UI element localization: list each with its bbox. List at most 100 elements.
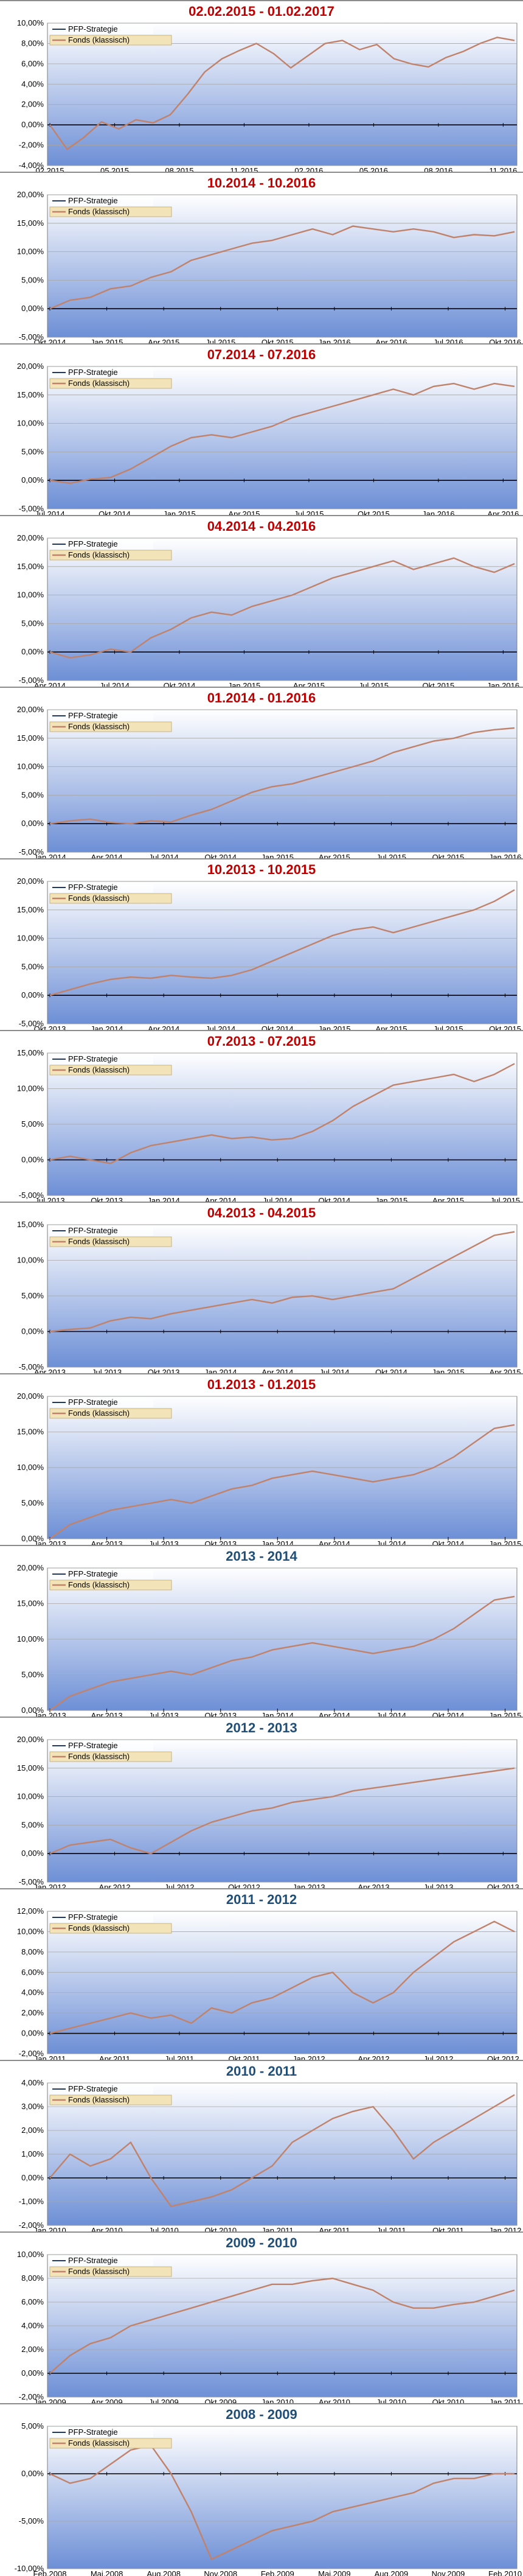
series-line-fund <box>49 2277 515 2374</box>
y-tick-label: 15,00% <box>17 562 44 571</box>
y-tick-label: 0,00% <box>21 304 44 313</box>
chart-title: 2009 - 2010 <box>226 2235 297 2250</box>
y-tick-label: -2,00% <box>19 141 44 150</box>
legend-label-fund: Fonds (klassisch) <box>68 1409 130 1418</box>
legend-label-fund: Fonds (klassisch) <box>68 722 130 731</box>
y-tick-label: 0,00% <box>21 819 44 828</box>
y-tick-label: 4,00% <box>21 1988 44 1997</box>
legend: PFP-Strategie Fonds (klassisch) <box>49 711 172 732</box>
legend-label-strategy: PFP-Strategie <box>68 2427 118 2437</box>
chart-panel: 2013 - 2014 20,00% 15,00% 10,00% 5,00% 0,00% J… <box>0 1545 523 1720</box>
line-chart: 07.2014 - 07.2016 20,00% 15,00% 10,00% 5,00%… <box>17 347 519 519</box>
chart-panel: 07.2014 - 07.2016 20,00% 15,00% 10,00% 5,00%… <box>0 343 523 519</box>
chart-panel: 02.02.2015 - 01.02.2017 10,00% 8,00% 6,00% 4… <box>0 0 523 175</box>
y-tick-label: 10,00% <box>17 762 44 771</box>
legend-label-fund: Fonds (klassisch) <box>68 1065 130 1074</box>
y-tick-label: 6,00% <box>21 1967 44 1976</box>
y-tick-label: 5,00% <box>21 1670 44 1679</box>
y-tick-label: -5,00% <box>19 2516 44 2525</box>
chart-title: 10.2014 - 10.2016 <box>207 175 316 191</box>
y-tick-label: 0,00% <box>21 990 44 999</box>
chart-panel: 2010 - 2011 4,00% 3,00% 2,00% 1,00% 0,00% -1,0… <box>0 2060 523 2235</box>
y-tick-label: 4,00% <box>21 79 44 88</box>
chart-panel: 01.2013 - 01.2015 20,00% 15,00% 10,00% 5,00%… <box>0 1373 523 1549</box>
legend-label-fund: Fonds (klassisch) <box>68 1923 130 1933</box>
y-tick-label: 20,00% <box>17 705 44 714</box>
y-tick-label: 20,00% <box>17 533 44 542</box>
y-tick-label: 15,00% <box>17 733 44 743</box>
y-tick-label: 10,00% <box>17 2250 44 2259</box>
y-tick-label: 0,00% <box>21 1155 44 1164</box>
legend-label-fund: Fonds (klassisch) <box>68 2267 130 2276</box>
y-tick-label: 10,00% <box>17 1792 44 1801</box>
line-chart: 2011 - 2012 12,00% 10,00% 8,00% 6,00% 4,00% 2,… <box>17 1892 519 2063</box>
legend-label-fund: Fonds (klassisch) <box>68 379 130 388</box>
y-tick-label: 10,00% <box>17 1927 44 1936</box>
y-tick-label: 0,00% <box>21 1706 44 1715</box>
y-tick-label: 15,00% <box>17 219 44 228</box>
y-tick-label: -5,00% <box>19 1019 44 1028</box>
y-tick-label: 20,00% <box>17 877 44 886</box>
y-tick-label: 10,00% <box>17 18 44 27</box>
y-tick-label: 20,00% <box>17 362 44 371</box>
chart-panel: 2009 - 2010 10,00% 8,00% 6,00% 4,00% 2,00% 0,0… <box>0 2231 523 2407</box>
y-tick-label: 0,00% <box>21 1849 44 1858</box>
chart-title: 02.02.2015 - 01.02.2017 <box>189 4 334 19</box>
x-tick-label: Mai.2009 <box>318 2569 350 2576</box>
line-chart: 10.2013 - 10.2015 20,00% 15,00% 10,00% 5,00%… <box>17 862 521 1034</box>
y-tick-label: 4,00% <box>21 2078 44 2087</box>
y-tick-label: 15,00% <box>17 1427 44 1437</box>
chart-title: 07.2014 - 07.2016 <box>207 347 316 362</box>
y-tick-label: 5,00% <box>21 790 44 799</box>
line-chart: 2010 - 2011 4,00% 3,00% 2,00% 1,00% 0,00% -1,0… <box>19 2063 522 2235</box>
legend-label-fund: Fonds (klassisch) <box>68 1752 130 1761</box>
series-line-fund <box>49 225 515 310</box>
series-line-fund <box>49 1767 515 1855</box>
y-tick-label: 15,00% <box>17 905 44 914</box>
series-line-fund <box>49 557 515 659</box>
line-chart: 07.2013 - 07.2015 15,00% 10,00% 5,00% 0,00% -… <box>17 1034 520 1205</box>
legend-label-fund: Fonds (klassisch) <box>68 1237 130 1246</box>
y-tick-label: 15,00% <box>17 1763 44 1773</box>
series-line-fund <box>49 1920 515 2034</box>
series-line-fund <box>49 727 515 825</box>
y-tick-label: 20,00% <box>17 1735 44 1744</box>
y-tick-label: 10,00% <box>17 1634 44 1643</box>
series-line-fund <box>49 382 515 485</box>
legend-label-fund: Fonds (klassisch) <box>68 2438 130 2448</box>
legend-label-strategy: PFP-Strategie <box>68 883 118 892</box>
legend-label-fund: Fonds (klassisch) <box>68 1580 130 1589</box>
legend-label-fund: Fonds (klassisch) <box>68 35 130 44</box>
series-line-fund <box>49 2094 515 2208</box>
legend-label-strategy: PFP-Strategie <box>68 711 118 720</box>
plot-area <box>47 709 518 853</box>
legend-label-strategy: PFP-Strategie <box>68 1741 118 1750</box>
y-tick-label: 0,00% <box>21 120 44 129</box>
y-tick-label: 5,00% <box>21 2421 44 2431</box>
legend: PFP-Strategie Fonds (klassisch) <box>49 1741 172 1762</box>
x-tick-label: Nov.2009 <box>432 2569 465 2576</box>
line-chart: 2013 - 201420,00%15,00%10,00%5,00%0,00%J… <box>17 1549 521 1720</box>
chart-title: 2011 - 2012 <box>226 1892 297 1907</box>
y-tick-label: 10,00% <box>17 1256 44 1265</box>
plot-area <box>47 194 518 338</box>
y-tick-label: -4,00% <box>19 161 44 170</box>
y-tick-label: -5,00% <box>19 847 44 856</box>
series-line-fund <box>49 1424 515 1539</box>
chart-panel: 2008 - 2009 5,00% 0,00% -5,00% -10,00% Feb.20… <box>0 2403 523 2576</box>
y-tick-label: -2,00% <box>19 2392 44 2401</box>
legend-label-fund: Fonds (klassisch) <box>68 550 130 559</box>
y-tick-label: 10,00% <box>17 247 44 256</box>
y-tick-label: -5,00% <box>19 1191 44 1200</box>
plot-area <box>47 2426 518 2569</box>
y-tick-label: 0,00% <box>21 475 44 485</box>
legend-label-strategy: PFP-Strategie <box>68 2256 118 2265</box>
y-tick-label: 15,00% <box>17 1599 44 1608</box>
chart-panel: 01.2014 - 01.2016 20,00% 15,00% 10,00% 5,00%… <box>0 687 523 862</box>
y-tick-label: 2,00% <box>21 2008 44 2017</box>
